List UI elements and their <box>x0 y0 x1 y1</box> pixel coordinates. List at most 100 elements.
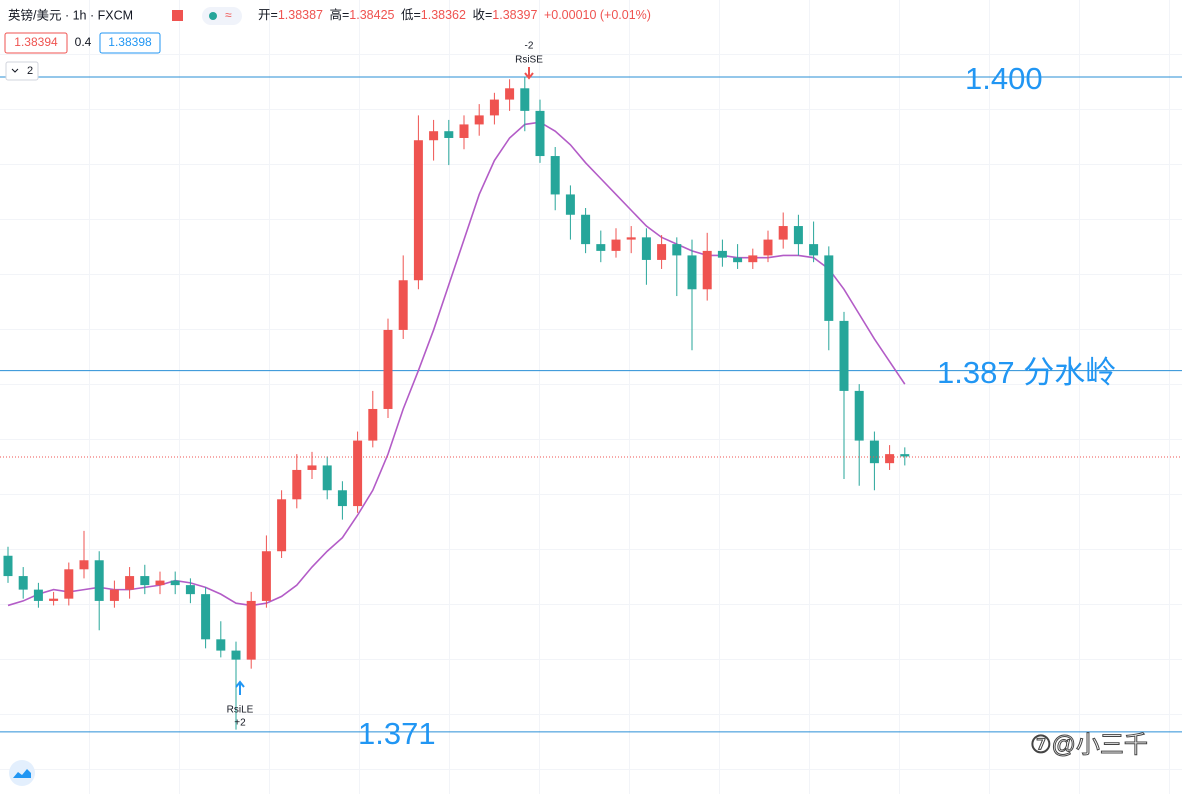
logo-icon <box>13 769 31 778</box>
candle-body <box>292 469 302 500</box>
candle-body <box>383 329 393 409</box>
candle-body <box>3 555 13 577</box>
candle-body <box>368 408 378 441</box>
long-arrow <box>235 680 245 695</box>
status-icon: ≈ <box>225 8 232 22</box>
candle-body <box>109 589 119 601</box>
candle-body <box>900 454 910 457</box>
short-signal-qty: -2 <box>525 41 534 52</box>
candle-body <box>565 194 575 215</box>
candle-body <box>185 585 195 595</box>
candle-body <box>444 131 454 138</box>
candle-body <box>398 280 408 330</box>
candle-body <box>535 110 545 157</box>
candle-body <box>170 580 180 586</box>
status-pill <box>202 7 242 25</box>
long-signal-qty: +2 <box>234 718 246 729</box>
candle-body <box>596 244 606 251</box>
candle-body <box>64 569 74 599</box>
candle-body <box>520 88 530 111</box>
candle-body <box>550 156 560 195</box>
level-label: 1.371 <box>358 716 436 751</box>
candle-body <box>201 594 211 640</box>
candle-body <box>626 237 636 240</box>
candle-body <box>657 244 667 260</box>
candle-body <box>231 650 241 660</box>
flag-icon <box>172 10 183 21</box>
candle-body <box>869 440 879 464</box>
candle-body <box>140 576 150 586</box>
status-dot <box>209 12 217 20</box>
candle-body <box>824 255 834 321</box>
candle-body <box>353 440 363 507</box>
low-value: 1.38362 <box>421 8 466 22</box>
short-arrow <box>524 67 534 80</box>
candle-body <box>505 88 515 100</box>
level-label: 1.387 分水岭 <box>937 355 1116 390</box>
candle-body <box>793 226 803 245</box>
moving-average <box>7 121 906 607</box>
candle-body <box>216 639 226 651</box>
candle-body <box>687 255 697 290</box>
candle-body <box>611 239 621 251</box>
candle-body <box>717 250 727 258</box>
candle-body <box>125 576 135 590</box>
ask-price: 1.38398 <box>108 35 152 49</box>
candle-body <box>809 244 819 256</box>
candle-body <box>748 255 758 263</box>
low-label: 低= <box>401 8 421 22</box>
candle-body <box>885 454 895 464</box>
levels: 1.400 1.387 分水岭 1.371 <box>0 61 1182 751</box>
level-label: 1.400 <box>965 61 1043 96</box>
candle-body <box>763 239 773 256</box>
symbol: 英镑/美元 · 1h · FXCM <box>8 7 133 22</box>
candle-body <box>429 131 439 141</box>
long-signal-label: RsiLE <box>227 705 254 716</box>
chevron-icon <box>11 68 19 73</box>
candle-body <box>155 580 165 586</box>
candle-body <box>49 598 59 601</box>
high-label: 高= <box>329 7 349 22</box>
candles <box>3 77 910 730</box>
candle-body <box>261 551 271 601</box>
candle-body <box>33 589 43 601</box>
candle-body <box>322 465 332 491</box>
watermark: ⑦@小三千 <box>1030 731 1148 758</box>
candle-body <box>854 390 864 441</box>
candle-body <box>672 244 682 256</box>
short-signal-label: RsiSE <box>515 55 543 66</box>
open-label: 开= <box>258 8 278 22</box>
bid-price: 1.38394 <box>14 35 58 49</box>
candle-body <box>337 490 347 507</box>
high-value: 1.38425 <box>349 8 394 22</box>
candle-body <box>839 320 849 391</box>
candle-body <box>702 250 712 290</box>
candle-body <box>459 124 469 138</box>
candle-body <box>246 600 256 660</box>
candle-body <box>581 214 591 245</box>
ask-box[interactable] <box>99 32 161 54</box>
candle-body <box>413 140 423 281</box>
candle-body <box>94 560 104 601</box>
candle-body <box>733 257 743 263</box>
change: +0.00010 (+0.01%) <box>544 8 651 22</box>
spread: 0.4 <box>75 35 92 49</box>
candle-body <box>474 115 484 125</box>
indicator-count: 2 <box>27 65 33 77</box>
candle-body <box>641 237 651 260</box>
logo[interactable] <box>9 760 35 786</box>
bid-box[interactable] <box>4 32 68 54</box>
collapse-button[interactable] <box>5 61 39 81</box>
candle-body <box>489 99 499 116</box>
candle-body <box>79 560 89 570</box>
candle-body <box>18 576 28 590</box>
ma-line <box>7 121 906 607</box>
open-value: 1.38387 <box>278 8 323 22</box>
candle-body <box>307 465 317 470</box>
candle-body <box>277 499 287 552</box>
close-value: 1.38397 <box>492 8 537 22</box>
close-label: 收= <box>472 8 492 22</box>
ohlc-legend: 开=1.38387 高=1.38425 低=1.38362 收=1.38397 … <box>258 7 651 22</box>
